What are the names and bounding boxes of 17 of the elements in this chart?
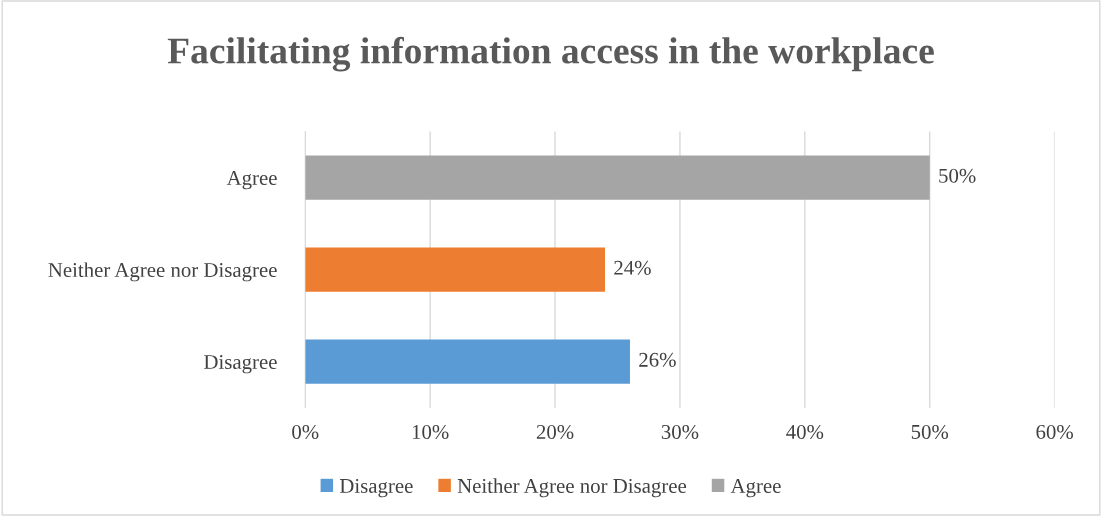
x-tick-label: 50% [911, 424, 949, 440]
x-tick-label: 40% [786, 424, 824, 440]
chart-title: Facilitating information access in the workplace [167, 36, 934, 72]
y-tick-label: Disagree [204, 355, 277, 374]
y-tick-label: Agree [226, 171, 277, 190]
x-tick-label: 60% [1036, 424, 1073, 440]
y-tick-label: Neither Agree nor Disagree [48, 262, 277, 282]
x-tick-label: 0% [292, 424, 319, 440]
data-label: 50% [939, 168, 976, 183]
legend-label: Disagree [339, 478, 413, 498]
legend-label: Agree [730, 479, 781, 498]
data-label: 24% [614, 260, 651, 275]
legend-label: Neither Agree nor Disagree [457, 478, 687, 498]
data-label: 26% [639, 352, 676, 367]
x-tick-label: 10% [412, 424, 449, 440]
x-tick-label: 30% [661, 424, 699, 440]
x-tick-label: 20% [536, 424, 574, 440]
